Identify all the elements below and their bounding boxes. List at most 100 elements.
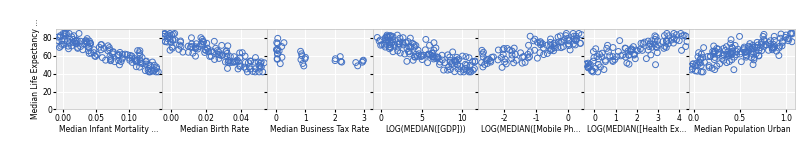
Point: [164, 32, 176, 35]
Point: [680, 40, 693, 43]
Point: [448, 59, 461, 62]
X-axis label: LOG(MEDIAN([Mobile Ph...: LOG(MEDIAN([Mobile Ph...: [480, 125, 580, 134]
Point: [91, 53, 103, 56]
Point: [587, 56, 600, 59]
Point: [386, 40, 399, 43]
Point: [622, 63, 634, 66]
Point: [695, 53, 707, 55]
Point: [778, 36, 791, 39]
Point: [608, 58, 621, 61]
Point: [736, 47, 749, 50]
Point: [383, 41, 395, 43]
Point: [238, 55, 251, 57]
Point: [662, 34, 674, 37]
X-axis label: LOG(MEDIAN([GDP])): LOG(MEDIAN([GDP])): [385, 125, 465, 134]
Point: [209, 47, 222, 50]
Point: [748, 46, 761, 48]
X-axis label: Median Business Tax Rate: Median Business Tax Rate: [270, 125, 369, 134]
Point: [67, 41, 79, 44]
Point: [213, 57, 225, 60]
Point: [200, 42, 213, 45]
Point: [697, 61, 710, 64]
Point: [543, 41, 556, 44]
Point: [543, 49, 556, 52]
Point: [121, 53, 134, 56]
Point: [496, 53, 509, 56]
Y-axis label: Median Life Expectancy ...: Median Life Expectancy ...: [30, 19, 39, 119]
Point: [271, 42, 284, 45]
Point: [561, 44, 574, 47]
Point: [130, 61, 143, 63]
Point: [104, 57, 117, 60]
Point: [733, 51, 746, 53]
Point: [741, 45, 754, 47]
Point: [638, 41, 650, 43]
Point: [412, 52, 425, 55]
Point: [666, 32, 679, 35]
Point: [533, 51, 545, 54]
Point: [210, 49, 223, 52]
Point: [554, 46, 567, 49]
Point: [58, 43, 71, 46]
Point: [83, 47, 95, 49]
Point: [561, 37, 573, 40]
Point: [425, 55, 438, 58]
Point: [694, 71, 707, 73]
Point: [202, 50, 215, 53]
Point: [198, 48, 211, 51]
Point: [295, 54, 308, 57]
Point: [622, 54, 634, 57]
Point: [684, 65, 697, 68]
Point: [593, 66, 606, 68]
Point: [657, 34, 670, 37]
Point: [55, 45, 67, 47]
Point: [387, 44, 400, 46]
Point: [476, 51, 489, 53]
Point: [112, 53, 125, 56]
Point: [522, 55, 535, 58]
Point: [386, 50, 399, 53]
Point: [725, 47, 738, 49]
Point: [498, 58, 511, 60]
Point: [710, 65, 723, 67]
Point: [230, 59, 243, 61]
Point: [482, 58, 495, 60]
Point: [736, 48, 749, 51]
Point: [559, 32, 572, 35]
Point: [464, 71, 476, 73]
Point: [63, 32, 75, 35]
Point: [185, 45, 198, 48]
Point: [782, 37, 795, 40]
Point: [249, 71, 261, 73]
Point: [533, 43, 546, 46]
Point: [184, 46, 196, 48]
Point: [212, 51, 225, 53]
Point: [784, 32, 797, 35]
Point: [586, 50, 599, 53]
Point: [149, 71, 162, 73]
Point: [606, 46, 618, 49]
Point: [216, 54, 229, 56]
Point: [379, 46, 391, 48]
Point: [440, 69, 453, 71]
Point: [765, 46, 778, 49]
Point: [294, 58, 307, 61]
Point: [142, 63, 155, 66]
Point: [655, 40, 668, 43]
Point: [573, 42, 586, 45]
Point: [767, 35, 780, 38]
Point: [196, 43, 209, 45]
Point: [139, 60, 152, 63]
Point: [236, 51, 249, 54]
Point: [757, 40, 770, 42]
Point: [119, 53, 132, 55]
Point: [591, 58, 604, 60]
Point: [150, 67, 163, 70]
Point: [749, 52, 762, 55]
Point: [146, 61, 159, 63]
Point: [754, 41, 767, 43]
Point: [732, 35, 745, 38]
Point: [423, 53, 435, 56]
Point: [767, 46, 780, 49]
Point: [581, 66, 593, 69]
